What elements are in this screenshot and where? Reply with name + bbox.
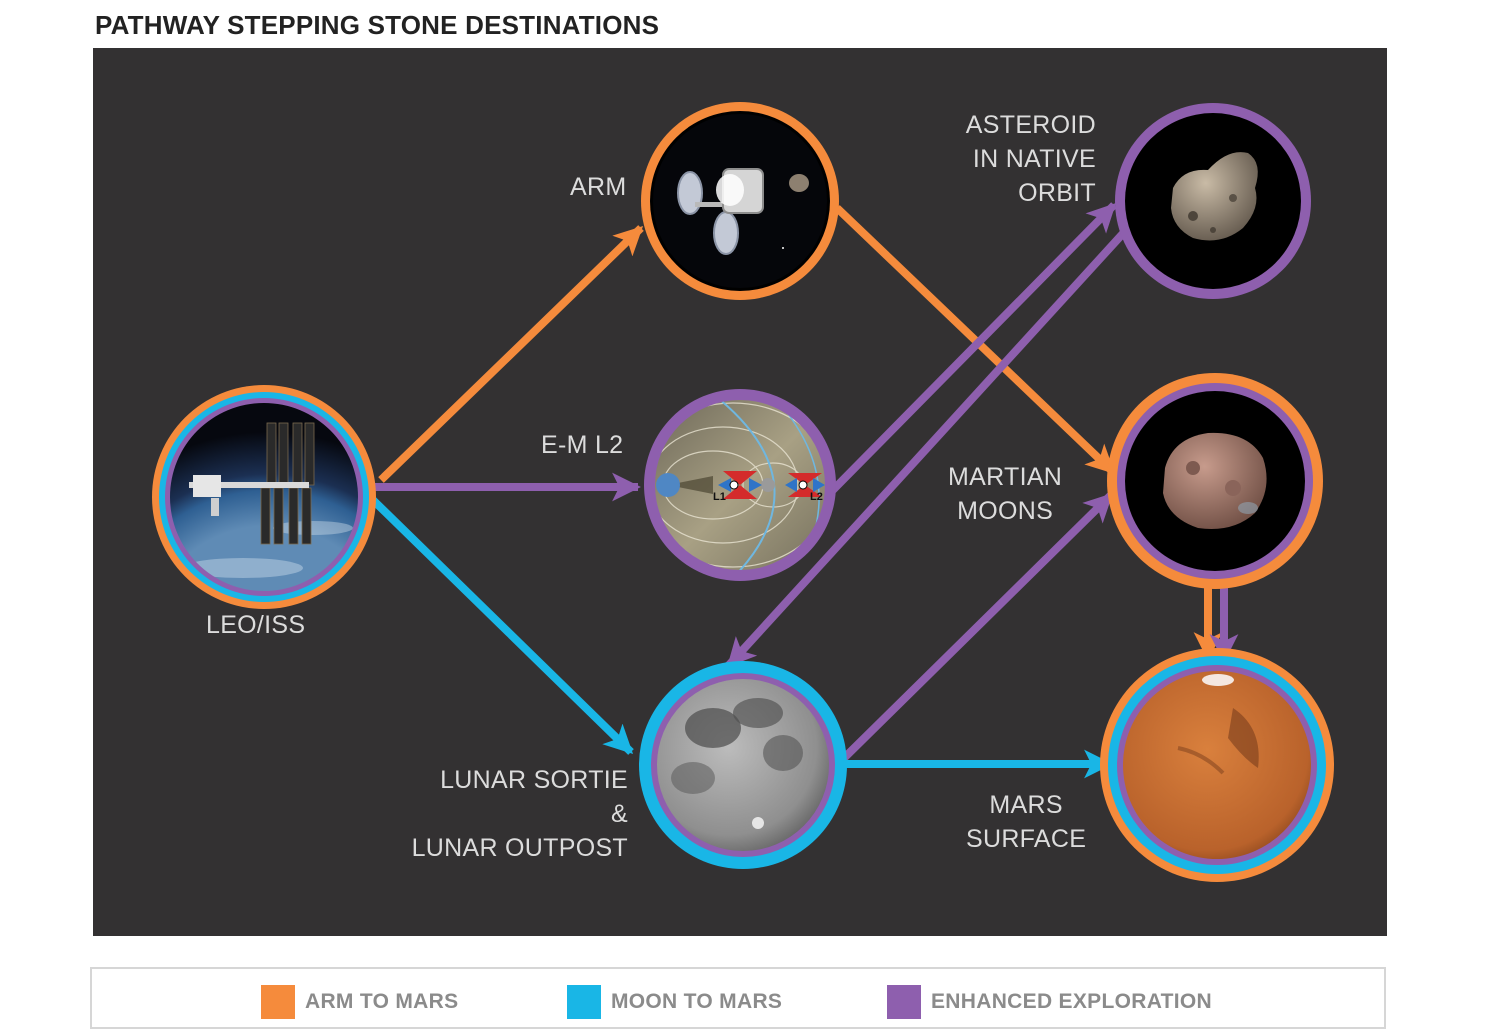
phobos-image <box>1163 432 1267 529</box>
node-martian-moons <box>1107 373 1323 589</box>
arrow-leo-to-arm <box>378 225 644 483</box>
node-leo-iss <box>152 385 376 609</box>
legend-item-enhanced-exploration: ENHANCED EXPLORATION <box>887 985 1212 1019</box>
arrow-asteroid-to-lunar <box>726 225 1131 668</box>
legend-item-moon-to-mars: MOON TO MARS <box>567 985 782 1019</box>
node-asteroid <box>1115 103 1311 299</box>
legend: ARM TO MARS MOON TO MARS ENHANCED EXPLOR… <box>90 967 1386 1029</box>
moon-image <box>657 679 829 851</box>
node-eml2: L1 L2 <box>644 389 836 581</box>
arrow-leo-to-lunar <box>370 497 634 755</box>
arrow-arm-to-martian-moons <box>834 205 1116 475</box>
mars-image <box>1123 671 1311 859</box>
arrow-lunar-to-martian-moons <box>834 492 1114 768</box>
iss-over-earth-image <box>170 403 358 591</box>
label-eml2: E-M L2 <box>541 431 624 459</box>
label-arm: ARM <box>570 173 627 201</box>
page-title: PATHWAY STEPPING STONE DESTINATIONS <box>95 10 660 40</box>
l1-label: L1 <box>713 491 726 503</box>
node-lunar <box>639 661 847 869</box>
legend-item-arm-to-mars: ARM TO MARS <box>261 985 458 1019</box>
label-mars-surface: MARS SURFACE <box>966 791 1087 853</box>
legend-swatch-cyan <box>567 985 601 1019</box>
label-lunar: LUNAR SORTIE & LUNAR OUTPOST <box>411 766 628 862</box>
pathway-diagram: L1 L2 <box>152 102 1334 882</box>
node-arm <box>641 102 839 300</box>
diagram-panel: L1 L2 <box>93 48 1387 936</box>
legend-label: ENHANCED EXPLORATION <box>931 990 1212 1013</box>
node-mars <box>1100 648 1334 882</box>
asteroid-image <box>1171 152 1258 241</box>
arrow-eml2-to-asteroid <box>828 202 1117 495</box>
legend-swatch-orange <box>261 985 295 1019</box>
pathway-arrows <box>361 202 1239 779</box>
label-leo-iss: LEO/ISS <box>206 611 306 639</box>
legend-label: ARM TO MARS <box>305 990 459 1013</box>
label-martian-moons: MARTIAN MOONS <box>948 463 1063 525</box>
legend-label: MOON TO MARS <box>611 990 783 1013</box>
legend-swatch-purple <box>887 985 921 1019</box>
l2-label: L2 <box>810 491 823 503</box>
asteroid-redirect-spacecraft-image <box>653 114 827 288</box>
label-asteroid: ASTEROID IN NATIVE ORBIT <box>965 111 1096 207</box>
